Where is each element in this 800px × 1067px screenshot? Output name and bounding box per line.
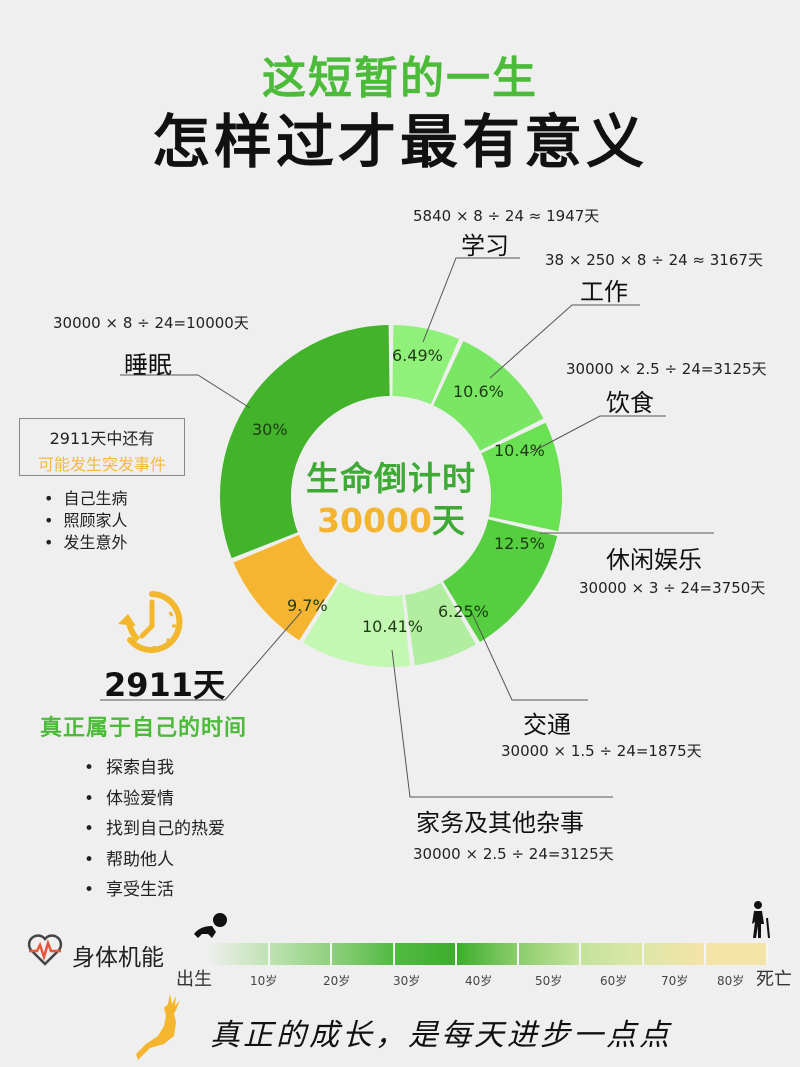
label-sleep: 睡眠 [124, 351, 172, 379]
death-label: 死亡 [756, 969, 792, 990]
title-line-2: 怎样过才最有意义 [151, 108, 648, 176]
donut-segment [303, 581, 411, 667]
birth-label: 出生 [176, 969, 212, 990]
age-tick: 70岁 [661, 974, 689, 988]
pct-leisure: 12.5% [494, 534, 545, 553]
age-tick: 40岁 [465, 974, 493, 988]
donut-segment [481, 422, 562, 532]
age-tick: 30岁 [393, 974, 421, 988]
body-function-bar [208, 943, 768, 965]
own-time-item: 找到自己的热爱 [84, 814, 225, 845]
formula-commute: 30000 × 1.5 ÷ 24=1875天 [501, 742, 702, 760]
body-function-bar-segment [456, 943, 520, 965]
label-chores: 家务及其他杂事 [416, 809, 584, 837]
body-function-bar-segment [643, 943, 706, 965]
age-tick: 80岁 [717, 974, 745, 988]
body-function-bar-segment [208, 943, 271, 965]
own-time-item: 帮助他人 [84, 845, 225, 876]
donut-segment [443, 519, 558, 642]
donut-segments [219, 325, 562, 667]
label-commute: 交通 [523, 711, 571, 739]
notice-line-1: 2911天中还有 [49, 429, 155, 448]
age-tick: 50岁 [535, 974, 563, 988]
emergency-list: 自己生病 照顾家人 发生意外 [44, 488, 127, 554]
formula-leisure: 30000 × 3 ÷ 24=3750天 [579, 579, 766, 597]
formula-food: 30000 × 2.5 ÷ 24=3125天 [566, 360, 767, 378]
notice-line-2: 可能发生突发事件 [37, 455, 166, 474]
pct-chores: 10.41% [362, 617, 424, 636]
heart-pulse-icon [27, 934, 63, 966]
label-study: 学习 [461, 232, 509, 260]
label-leisure: 休闲娱乐 [606, 546, 702, 574]
own-time-days: 2911天 [104, 666, 226, 704]
center-days-unit: 天 [431, 501, 465, 540]
body-function-bar-segment [270, 943, 333, 965]
leader-lines [100, 257, 714, 798]
donut-segment [233, 534, 338, 641]
own-time-item: 享受生活 [84, 875, 225, 906]
body-function-bar-segment [332, 943, 395, 965]
pct-own: 9.7% [287, 596, 328, 615]
label-work: 工作 [580, 278, 628, 306]
emergency-notice-box: 2911天中还有 可能发生突发事件 [19, 418, 185, 476]
own-time-list: 探索自我 体验爱情 找到自己的热爱 帮助他人 享受生活 [84, 753, 225, 906]
elderly-person-icon [752, 901, 770, 939]
body-function-bar-segment [519, 943, 582, 965]
center-label: 生命倒计时 [306, 459, 476, 498]
pct-commute: 6.25% [438, 602, 489, 621]
pct-study: 6.49% [392, 346, 443, 365]
emergency-item: 照顾家人 [44, 510, 127, 532]
body-function-label: 身体机能 [72, 945, 164, 971]
motto-text: 真正的成长，是每天进步一点点 [210, 1018, 672, 1053]
donut-segment [404, 582, 476, 666]
body-function-bar-segment [394, 943, 457, 965]
label-food: 饮食 [606, 389, 654, 417]
pct-work: 10.6% [453, 382, 504, 401]
age-tick: 60岁 [600, 974, 628, 988]
emergency-item: 发生意外 [44, 532, 127, 554]
age-tick: 10岁 [250, 974, 278, 988]
body-function-bar-segment [705, 943, 768, 965]
formula-work: 38 × 250 × 8 ÷ 24 ≈ 3167天 [545, 251, 763, 269]
leaping-deer-icon [136, 994, 180, 1060]
center-days: 30000天 [291, 494, 491, 542]
formula-study: 5840 × 8 ÷ 24 ≈ 1947天 [413, 207, 600, 225]
formula-sleep: 30000 × 8 ÷ 24=10000天 [53, 314, 249, 332]
pct-food: 10.4% [494, 441, 545, 460]
own-time-subtitle: 真正属于自己的时间 [40, 716, 248, 741]
own-time-item: 体验爱情 [84, 784, 225, 815]
donut-segment [392, 325, 460, 405]
own-time-item: 探索自我 [84, 753, 225, 784]
body-function-bar-segment [581, 943, 644, 965]
age-tick: 20岁 [323, 974, 351, 988]
clock-rewind-icon [118, 591, 183, 653]
crawling-baby-icon [194, 913, 227, 938]
formula-chores: 30000 × 2.5 ÷ 24=3125天 [413, 845, 614, 863]
donut-segment [219, 325, 390, 559]
donut-segment [433, 341, 544, 451]
title-line-1: 这短暂的一生 [262, 53, 538, 104]
emergency-item: 自己生病 [44, 488, 127, 510]
center-days-number: 30000 [317, 501, 432, 540]
pct-sleep: 30% [252, 420, 288, 439]
